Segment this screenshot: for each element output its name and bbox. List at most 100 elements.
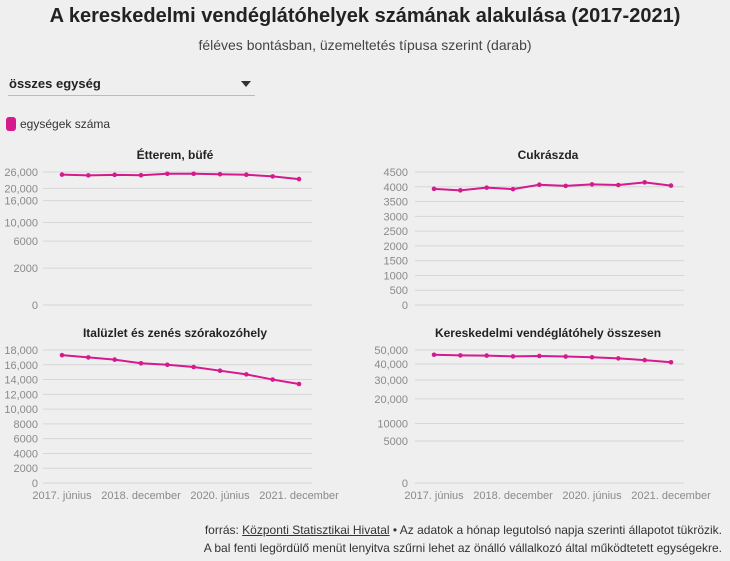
footer-filter-note: A bal fenti legördülő menüt lenyitva szű… [203, 541, 722, 555]
y-tick-label: 18,000 [4, 345, 38, 357]
panel-title-etterem: Étterem, büfé [136, 148, 214, 162]
x-tick-label: 2020. június [562, 490, 622, 502]
y-tick-label: 4000 [14, 448, 38, 460]
y-tick-label: 2000 [14, 263, 38, 275]
x-tick-label: 2018. december [101, 490, 181, 502]
data-point [458, 353, 463, 358]
data-point [668, 359, 674, 365]
y-tick-label: 20,000 [4, 183, 38, 195]
data-point [537, 353, 542, 359]
data-point [484, 353, 489, 358]
data-point [270, 377, 275, 382]
y-tick-label: 26,000 [4, 167, 38, 179]
y-tick-label: 12,000 [4, 389, 38, 401]
x-tick-label: 2017. június [404, 490, 464, 502]
data-point [86, 355, 91, 360]
series-line [61, 354, 300, 385]
data-point [244, 172, 249, 178]
data-point [589, 182, 595, 187]
footer-source-prefix: forrás: [204, 523, 243, 537]
data-point [431, 352, 437, 358]
data-point [616, 182, 621, 188]
data-point [537, 182, 542, 188]
data-point [191, 171, 196, 177]
data-point [563, 183, 568, 189]
x-tick-label: 2017. június [32, 490, 92, 502]
data-point [112, 172, 117, 178]
y-tick-label: 16,000 [4, 360, 38, 372]
data-point [217, 368, 223, 373]
x-tick-label: 2021. december [631, 490, 711, 502]
data-point [138, 361, 144, 366]
data-point [589, 354, 595, 360]
y-tick-label: 10000 [377, 419, 408, 431]
y-tick-label: 0 [402, 478, 408, 490]
panel-title-cukraszda: Cukrászda [517, 148, 579, 162]
x-tick-label: 2018. december [473, 490, 553, 502]
footer-source-note: • Az adatok a hónap legutolsó napja szer… [389, 523, 722, 537]
y-tick-label: 20,000 [374, 394, 408, 406]
y-tick-label: 6000 [14, 236, 38, 248]
y-tick-label: 0 [402, 300, 408, 312]
legend-swatch [6, 117, 16, 131]
y-tick-label: 8000 [14, 419, 38, 431]
y-tick-label: 16,000 [4, 196, 38, 208]
data-point [191, 364, 196, 370]
y-tick-label: 4000 [384, 182, 408, 194]
dropdown-selected-value: összes egység [9, 76, 101, 91]
footer-source: forrás: Központi Statisztikai Hivatal • … [8, 523, 722, 537]
y-tick-label: 2500 [384, 226, 408, 238]
data-point [59, 172, 65, 177]
data-point [86, 173, 91, 178]
data-point [165, 362, 170, 368]
data-point [642, 357, 647, 363]
y-tick-label: 0 [32, 478, 38, 490]
series-line [433, 353, 672, 364]
data-point [138, 172, 144, 178]
legend-label: egységek száma [20, 117, 111, 131]
data-point [668, 183, 674, 188]
y-tick-label: 5000 [384, 436, 408, 448]
data-point [484, 185, 489, 190]
y-tick-label: 4500 [384, 167, 408, 179]
y-tick-label: 30,000 [374, 375, 408, 387]
series-line [433, 181, 672, 192]
y-tick-label: 500 [390, 285, 408, 297]
legend-item[interactable]: egységek száma [6, 116, 110, 132]
data-point [244, 372, 249, 377]
y-tick-label: 2000 [384, 241, 408, 253]
chart-subtitle: féléves bontásban, üzemeltetés típusa sz… [198, 37, 532, 53]
unit-filter-dropdown[interactable]: összes egység [8, 73, 255, 96]
data-point [563, 354, 568, 359]
source-link[interactable]: Központi Statisztikai Hivatal [242, 523, 390, 537]
series-line [61, 172, 300, 181]
panel-title-osszesen: Kereskedelmi vendéglátóhely összesen [434, 326, 662, 340]
data-point [296, 381, 302, 387]
chart-title: A kereskedelmi vendéglátóhelyek számának… [49, 5, 681, 27]
data-point [431, 186, 437, 192]
y-tick-label: 1000 [384, 270, 408, 282]
data-point [217, 171, 223, 177]
y-tick-label: 3500 [384, 197, 408, 209]
data-point [59, 352, 65, 358]
data-point [642, 180, 647, 185]
y-tick-label: 10,000 [4, 404, 38, 416]
data-point [616, 356, 621, 361]
x-tick-label: 2020. június [190, 490, 250, 502]
data-point [270, 174, 275, 179]
y-tick-label: 0 [32, 300, 38, 312]
panel-title-italuzlet: Italüzlet és zenés szórakozóhely [82, 326, 268, 340]
data-point [458, 188, 463, 193]
data-point [510, 186, 516, 192]
y-tick-label: 1500 [384, 256, 408, 268]
y-tick-label: 50,000 [374, 345, 408, 357]
y-tick-label: 2000 [14, 463, 38, 475]
y-tick-label: 10,000 [4, 218, 38, 230]
y-tick-label: 6000 [14, 434, 38, 446]
y-tick-label: 3000 [384, 211, 408, 223]
y-tick-label: 40,000 [374, 359, 408, 371]
chevron-down-icon [241, 81, 251, 87]
data-point [510, 354, 516, 359]
data-point [112, 357, 117, 362]
